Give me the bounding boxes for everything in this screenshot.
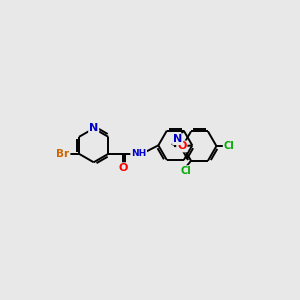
Text: O: O bbox=[118, 163, 128, 173]
Text: N: N bbox=[173, 134, 182, 144]
Text: NH: NH bbox=[131, 148, 146, 158]
Text: O: O bbox=[177, 142, 187, 152]
Text: Cl: Cl bbox=[224, 141, 234, 151]
Text: Cl: Cl bbox=[181, 166, 192, 176]
Text: N: N bbox=[89, 123, 98, 134]
Text: Br: Br bbox=[56, 149, 70, 159]
